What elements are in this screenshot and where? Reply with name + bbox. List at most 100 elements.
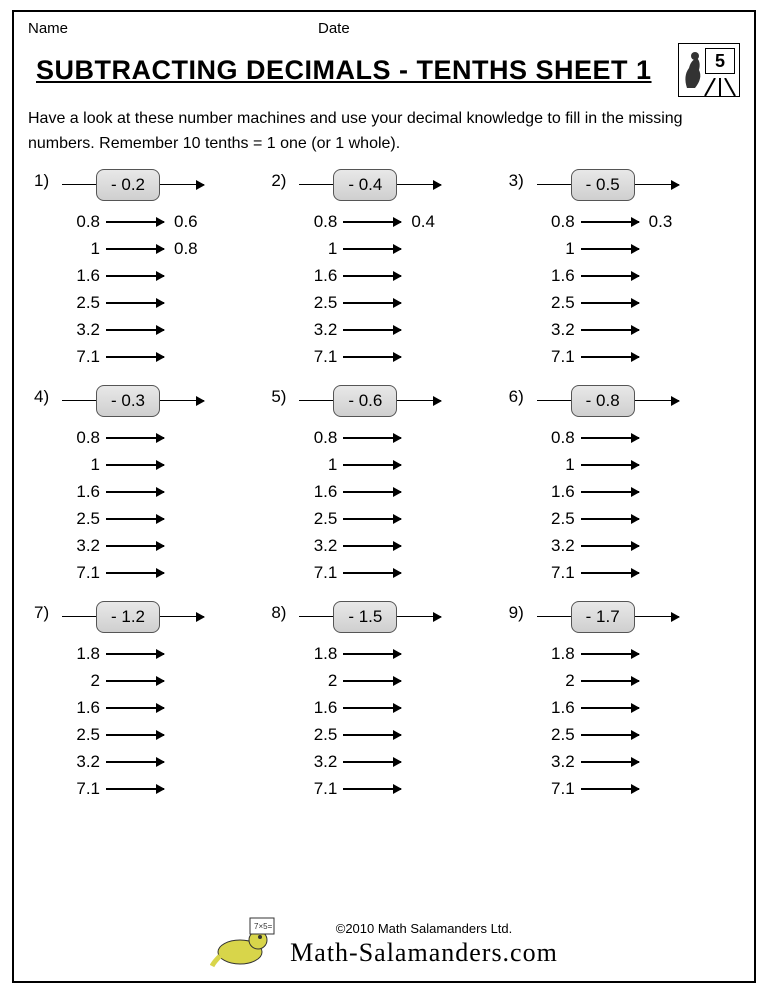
row-arrow-icon <box>343 680 401 682</box>
input-value: 1.8 <box>543 644 579 664</box>
machine-row: 2 <box>68 668 259 695</box>
arrow-in-icon <box>537 184 571 186</box>
machine-row: 1.6 <box>305 479 496 506</box>
problem: 2)- 0.40.80.411.62.53.27.1 <box>265 169 502 371</box>
row-arrow-icon <box>581 437 639 439</box>
number-machine: - 0.8 <box>537 385 734 417</box>
row-arrow-icon <box>343 302 401 304</box>
machine-row: 3.2 <box>305 533 496 560</box>
machine-rows: 1.821.62.53.27.1 <box>509 641 734 803</box>
row-arrow-icon <box>343 545 401 547</box>
input-value: 2.5 <box>543 293 579 313</box>
machine-row: 1.6 <box>543 695 734 722</box>
problem-number: 2) <box>271 169 299 191</box>
machine-row: 0.8 <box>68 425 259 452</box>
input-value: 1 <box>68 239 104 259</box>
problems-grid: 1)- 0.20.80.610.81.62.53.27.12)- 0.40.80… <box>28 169 740 803</box>
machine-row: 2.5 <box>543 722 734 749</box>
operation-box: - 1.7 <box>571 601 635 633</box>
machine-row: 1 <box>543 236 734 263</box>
machine-row: 1.8 <box>68 641 259 668</box>
machine-row: 1.6 <box>68 695 259 722</box>
row-arrow-icon <box>581 518 639 520</box>
input-value: 2.5 <box>305 293 341 313</box>
row-arrow-icon <box>106 707 164 709</box>
row-arrow-icon <box>581 545 639 547</box>
row-arrow-icon <box>106 275 164 277</box>
input-value: 1 <box>305 239 341 259</box>
input-value: 0.8 <box>543 428 579 448</box>
problem: 4)- 0.30.811.62.53.27.1 <box>28 385 265 587</box>
machine-row: 3.2 <box>305 749 496 776</box>
machine-row: 0.80.6 <box>68 209 259 236</box>
machine-row: 1.6 <box>543 263 734 290</box>
row-arrow-icon <box>581 221 639 223</box>
machine-row: 2.5 <box>68 290 259 317</box>
row-arrow-icon <box>581 734 639 736</box>
input-value: 7.1 <box>68 779 104 799</box>
problem-header: 1)- 0.2 <box>34 169 259 201</box>
row-arrow-icon <box>581 572 639 574</box>
input-value: 3.2 <box>68 752 104 772</box>
number-machine: - 1.5 <box>299 601 496 633</box>
machine-row: 3.2 <box>305 317 496 344</box>
machine-row: 0.8 0.3 <box>543 209 734 236</box>
row-arrow-icon <box>106 761 164 763</box>
machine-row: 1 <box>305 236 496 263</box>
row-arrow-icon <box>581 329 639 331</box>
input-value: 0.8 <box>305 212 341 232</box>
output-value: 0.8 <box>170 239 210 259</box>
input-value: 3.2 <box>305 752 341 772</box>
row-arrow-icon <box>343 653 401 655</box>
machine-row: 3.2 <box>543 749 734 776</box>
machine-row: 1.6 <box>543 479 734 506</box>
problem-header: 7)- 1.2 <box>34 601 259 633</box>
machine-rows: 0.80.610.81.62.53.27.1 <box>34 209 259 371</box>
arrow-out-icon <box>160 184 204 186</box>
input-value: 2.5 <box>305 509 341 529</box>
machine-row: 1.8 <box>543 641 734 668</box>
input-value: 0.8 <box>543 212 579 232</box>
machine-row: 0.80.4 <box>305 209 496 236</box>
machine-row: 7.1 <box>305 560 496 587</box>
input-value: 0.8 <box>305 428 341 448</box>
output-value: 0.3 <box>645 212 685 232</box>
problem-number: 3) <box>509 169 537 191</box>
input-value: 0.8 <box>68 428 104 448</box>
number-machine: - 1.7 <box>537 601 734 633</box>
row-arrow-icon <box>106 329 164 331</box>
problem: 6)- 0.80.811.62.53.27.1 <box>503 385 740 587</box>
machine-row: 7.1 <box>305 776 496 803</box>
row-arrow-icon <box>581 464 639 466</box>
arrow-out-icon <box>635 184 679 186</box>
row-arrow-icon <box>581 680 639 682</box>
row-arrow-icon <box>106 545 164 547</box>
row-arrow-icon <box>343 464 401 466</box>
input-value: 1.6 <box>305 266 341 286</box>
machine-rows: 1.821.62.53.27.1 <box>34 641 259 803</box>
machine-row: 3.2 <box>543 533 734 560</box>
input-value: 1.6 <box>68 698 104 718</box>
input-value: 2 <box>305 671 341 691</box>
footer: 7×5= ©2010 Math Salamanders Ltd. Math-Sa… <box>14 912 754 973</box>
arrow-in-icon <box>62 400 96 402</box>
header-row: Name Date <box>28 20 740 37</box>
arrow-in-icon <box>62 184 96 186</box>
row-arrow-icon <box>343 356 401 358</box>
row-arrow-icon <box>106 734 164 736</box>
arrow-out-icon <box>397 184 441 186</box>
problem-header: 6)- 0.8 <box>509 385 734 417</box>
name-label: Name <box>28 20 318 37</box>
problem: 9)- 1.71.821.62.53.27.1 <box>503 601 740 803</box>
salamander-logo-icon: 7×5= <box>210 912 280 968</box>
operation-box: - 0.5 <box>571 169 635 201</box>
row-arrow-icon <box>343 437 401 439</box>
machine-row: 3.2 <box>68 533 259 560</box>
row-arrow-icon <box>343 275 401 277</box>
problem-header: 4)- 0.3 <box>34 385 259 417</box>
machine-row: 1.6 <box>68 263 259 290</box>
input-value: 7.1 <box>68 563 104 583</box>
input-value: 1.6 <box>305 698 341 718</box>
number-machine: - 0.2 <box>62 169 259 201</box>
arrow-in-icon <box>537 616 571 618</box>
